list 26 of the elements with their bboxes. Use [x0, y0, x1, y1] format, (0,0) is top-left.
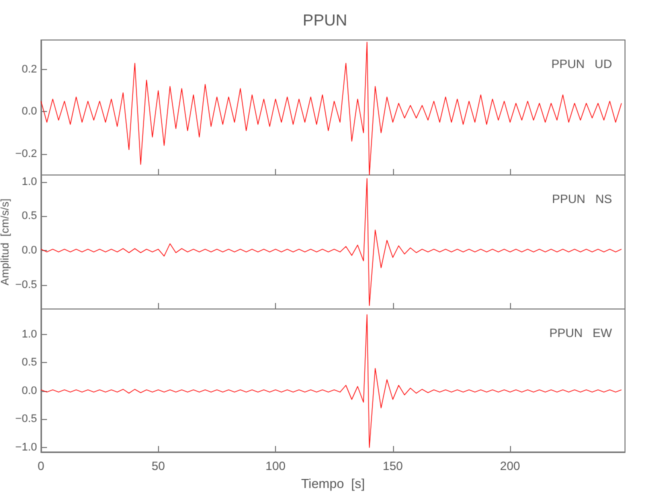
- y-tick-label: −0.5: [15, 413, 37, 426]
- y-tick-label: 0.0: [22, 384, 37, 397]
- y-tick-label: 0.0: [22, 244, 37, 257]
- y-tick-label: −1.0: [15, 441, 37, 454]
- annotation: PPUN NS: [552, 192, 612, 206]
- annotation: PPUN UD: [551, 57, 612, 71]
- y-axis-title: Amplitud [cm/s/s]: [0, 198, 12, 286]
- y-tick-label: 1.0: [22, 176, 37, 188]
- line-series: [40, 314, 622, 448]
- x-axis-title: Tiempo [s]: [301, 476, 365, 491]
- x-tick-label: 150: [382, 459, 404, 473]
- x-tick-label: 200: [500, 459, 520, 473]
- y-tick-label: 0.2: [22, 64, 37, 76]
- x-tick-label: 0: [38, 459, 45, 473]
- line-series: [40, 178, 622, 306]
- y-tick-label: 0.5: [22, 356, 37, 369]
- x-tick-label: 50: [152, 459, 166, 473]
- y-tick-label: 1.0: [22, 328, 37, 340]
- y-tick-label: −0.2: [15, 148, 37, 160]
- y-tick-label: 0.0: [22, 106, 37, 118]
- chart-title: PPUN: [302, 12, 348, 30]
- y-tick-label: 0.5: [22, 210, 37, 222]
- y-tick-label: −0.5: [15, 278, 37, 291]
- x-tick-label: 100: [266, 459, 286, 473]
- line-series: [40, 42, 622, 175]
- annotation: PPUN EW: [549, 326, 613, 340]
